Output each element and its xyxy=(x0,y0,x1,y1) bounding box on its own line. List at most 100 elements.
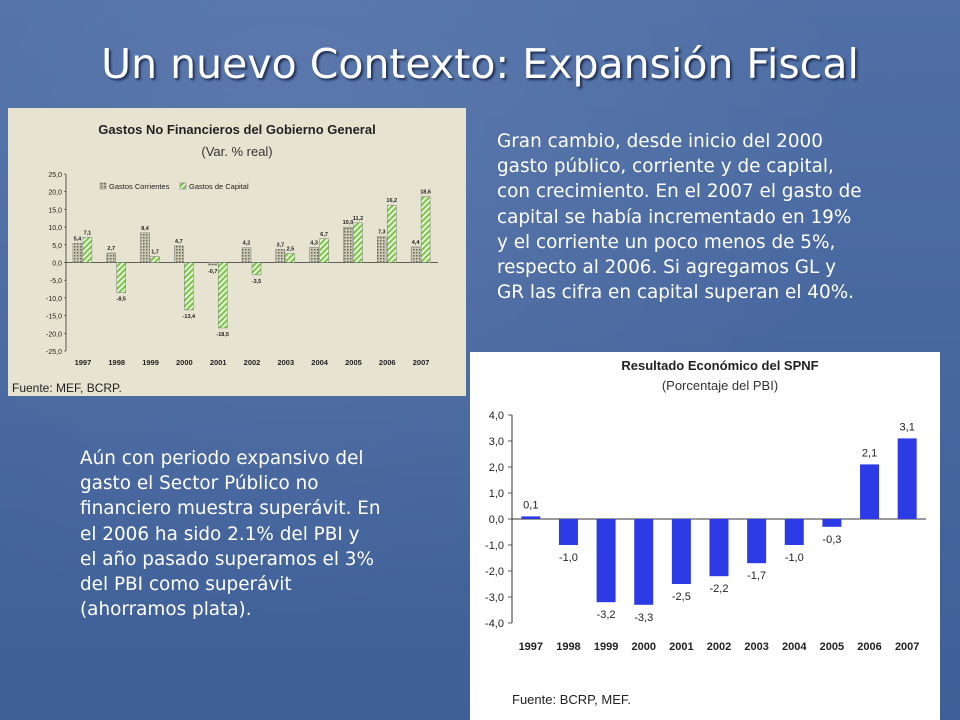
chart1-xtick: 1999 xyxy=(142,358,159,367)
chart1-bar-capital xyxy=(251,262,262,276)
chart1-data-label: 4,3 xyxy=(310,240,318,246)
chart1-subtitle: (Var. % real) xyxy=(201,144,272,159)
chart2-ytick: 1,0 xyxy=(489,488,504,500)
chart1-data-label: 7,1 xyxy=(84,230,92,236)
chart1-bar-corrientes xyxy=(106,252,116,263)
chart1-bar-capital xyxy=(217,262,228,329)
chart1-legend-swatch-capital xyxy=(179,182,187,190)
chart1-data-label: -18,5 xyxy=(216,332,229,338)
slide-title: Un nuevo Contexto: Expansión Fiscal xyxy=(101,40,859,88)
chart1-data-label: 4,7 xyxy=(175,239,183,245)
chart1-data-label: -0,7 xyxy=(208,269,217,275)
chart1-legend-label: Gastos Corrientes xyxy=(109,182,170,191)
chart2-bar xyxy=(822,519,842,527)
chart2-bar xyxy=(634,519,654,605)
chart1-xtick: 2005 xyxy=(345,358,362,367)
chart1-bar-corrientes xyxy=(241,247,252,263)
paragraph1-line: capital se había incrementado en 19% xyxy=(497,206,852,228)
chart2-ytick: -3,0 xyxy=(485,592,504,604)
chart1-data-label: 10,0 xyxy=(343,220,354,226)
chart2-data-label: -2,2 xyxy=(710,583,729,595)
chart2-bar xyxy=(747,519,767,564)
chart2-bar xyxy=(897,438,917,519)
chart2-bar xyxy=(709,519,729,577)
chart1-ytick: 0,0 xyxy=(52,261,62,268)
chart2-title: Resultado Económico del SPNF xyxy=(621,358,818,373)
paragraph2-line: el año pasado superamos el 3% xyxy=(80,548,374,570)
chart2-ytick: -1,0 xyxy=(485,540,504,552)
chart1-legend-swatch-corrientes xyxy=(99,182,107,190)
chart1-bar-capital xyxy=(82,237,93,263)
chart1-bar-capital xyxy=(150,256,160,263)
paragraph-capital-spending: Gran cambio, desde inicio del 2000 gasto … xyxy=(497,129,862,305)
chart2-data-label: -1,0 xyxy=(785,552,804,564)
chart1-bar-corrientes xyxy=(207,262,218,266)
chart1-xtick: 1997 xyxy=(75,358,92,367)
chart1-xtick: 2007 xyxy=(413,358,430,367)
paragraph2-line: Aún con periodo expansivo del xyxy=(80,448,364,469)
paragraph-fiscal-surplus: Aún con periodo expansivo del gasto el Se… xyxy=(80,446,381,622)
chart1-xtick: 2004 xyxy=(311,358,329,367)
chart1-data-label: -13,4 xyxy=(183,314,196,320)
chart2-data-label: -2,5 xyxy=(672,591,691,603)
chart1-source: Fuente: MEF, BCRP. xyxy=(12,381,122,395)
chart2-ytick: 2,0 xyxy=(489,462,504,474)
chart1-legend-label: Gastos de Capital xyxy=(189,182,249,191)
chart1-bar-capital xyxy=(387,204,397,263)
chart1-bar-capital xyxy=(353,222,363,263)
chart2-bar xyxy=(521,516,541,519)
chart2-xtick: 1997 xyxy=(519,641,543,653)
chart2-data-label: -1,0 xyxy=(559,552,578,564)
chart2-xtick: 2001 xyxy=(669,641,693,653)
chart1-ytick: -15,0 xyxy=(46,314,62,321)
chart1-xtick: 2000 xyxy=(176,358,193,367)
chart1-data-label: 4,2 xyxy=(243,241,251,247)
chart2-data-label: 0,1 xyxy=(523,499,538,511)
chart1-bar-corrientes xyxy=(377,236,387,263)
chart1-data-label: 1,7 xyxy=(151,249,159,255)
chart2-data-label: -1,7 xyxy=(747,570,766,582)
paragraph2-line: financiero muestra superávit. En xyxy=(80,498,381,520)
chart2-xtick: 2005 xyxy=(820,641,844,653)
paragraph1-line: y el corriente un poco menos de 5%, xyxy=(497,231,836,253)
chart2-ytick: -2,0 xyxy=(485,566,504,578)
chart2-data-label: 2,1 xyxy=(862,447,877,459)
chart1-bar-capital xyxy=(319,238,329,263)
chart2-xtick: 1998 xyxy=(556,641,580,653)
chart-resultado-economico: Resultado Económico del SPNF (Porcentaje … xyxy=(470,352,940,720)
chart1-ytick: 10,0 xyxy=(48,225,62,232)
chart1-title: Gastos No Financieros del Gobierno Gener… xyxy=(98,122,375,137)
chart1-ytick: 25,0 xyxy=(48,172,62,179)
paragraph2-line: del PBI como superávit xyxy=(80,574,292,596)
chart1-ytick: -25,0 xyxy=(46,349,62,356)
chart1-bar-corrientes xyxy=(343,226,353,263)
paragraph2-line: gasto el Sector Público no xyxy=(80,473,319,495)
chart2-svg: Resultado Económico del SPNF (Porcentaje … xyxy=(485,358,926,707)
paragraph1-line: con crecimiento. En el 2007 el gasto de xyxy=(497,181,862,203)
chart2-bar xyxy=(596,519,616,603)
chart2-bar xyxy=(860,464,880,519)
chart2-bar xyxy=(784,519,804,545)
chart1-xtick: 2002 xyxy=(244,358,261,367)
chart2-xtick: 2003 xyxy=(744,641,768,653)
chart1-data-label: -8,5 xyxy=(116,297,125,303)
chart2-xtick: 2006 xyxy=(857,641,881,653)
chart1-bar-capital xyxy=(420,196,431,263)
chart1-bar-corrientes xyxy=(140,232,150,263)
chart2-xtick: 2000 xyxy=(631,641,655,653)
chart2-bar xyxy=(671,519,691,584)
chart2-ytick: -4,0 xyxy=(485,618,504,630)
chart1-data-label: 11,2 xyxy=(353,216,363,222)
chart1-xtick: 2003 xyxy=(277,358,294,367)
chart2-xtick: 2002 xyxy=(707,641,731,653)
paragraph1-line: gasto público, corriente y de capital, xyxy=(497,156,834,178)
chart1-data-label: 4,4 xyxy=(412,240,421,246)
chart2-ytick: 0,0 xyxy=(489,514,504,526)
chart2-xtick: 1999 xyxy=(594,641,618,653)
chart2-data-label: -3,2 xyxy=(597,609,616,621)
chart1-xtick: 2006 xyxy=(379,358,396,367)
chart1-data-label: 5,4 xyxy=(74,236,83,242)
chart1-bar-corrientes xyxy=(410,246,421,263)
chart2-source: Fuente: BCRP, MEF. xyxy=(512,692,631,707)
chart1-bar-corrientes xyxy=(174,245,184,263)
